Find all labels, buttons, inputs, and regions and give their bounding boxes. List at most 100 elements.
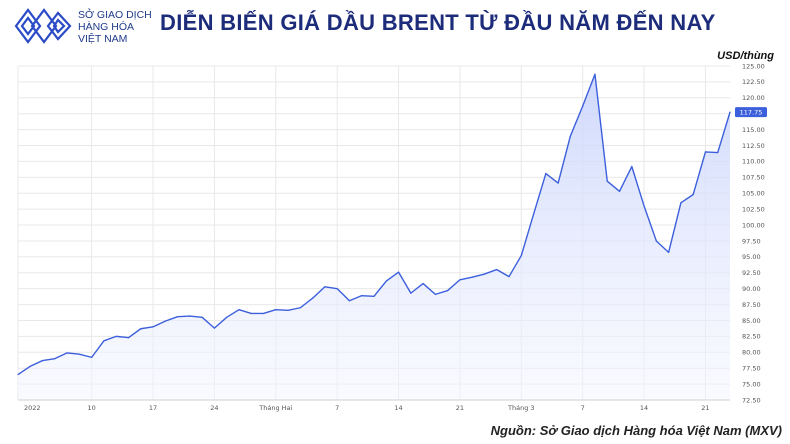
y-tick-label: 122.50 <box>742 78 765 86</box>
data-point <box>508 275 510 278</box>
data-point <box>324 286 326 288</box>
x-tick-label: 14 <box>640 404 648 412</box>
x-tick-label: Tháng Hai <box>258 404 292 412</box>
data-point <box>54 358 56 360</box>
data-point <box>17 373 19 376</box>
data-point <box>29 365 31 367</box>
data-point <box>496 268 498 271</box>
data-point <box>545 172 547 175</box>
y-tick-label: 107.50 <box>742 174 765 182</box>
x-tick-label: 17 <box>149 404 157 412</box>
data-point <box>78 353 80 355</box>
data-point <box>41 359 44 362</box>
data-point <box>226 316 228 318</box>
data-point <box>704 151 707 153</box>
data-point <box>213 327 216 329</box>
data-point <box>582 105 584 107</box>
data-point <box>483 273 486 275</box>
x-tick-label: 21 <box>456 404 464 412</box>
data-point <box>250 312 252 315</box>
y-tick-label: 72.50 <box>742 396 761 404</box>
y-tick-label: 85.00 <box>742 317 761 325</box>
data-point <box>471 276 473 278</box>
data-point <box>385 280 387 282</box>
data-point <box>91 356 93 358</box>
data-point <box>631 165 633 168</box>
data-point <box>201 316 203 318</box>
x-tick-label: 24 <box>210 404 218 412</box>
data-point <box>176 316 179 318</box>
data-point <box>287 309 289 311</box>
data-point <box>422 282 424 285</box>
data-point <box>520 254 522 257</box>
data-point <box>299 307 301 309</box>
data-point <box>397 271 400 273</box>
data-point <box>447 289 449 292</box>
data-point <box>66 352 68 354</box>
data-point <box>606 180 608 182</box>
data-point <box>103 340 105 342</box>
data-point <box>680 202 682 204</box>
x-tick-label: 7 <box>581 404 585 412</box>
x-tick-label: 10 <box>88 404 96 412</box>
data-point <box>336 288 338 290</box>
y-tick-label: 90.00 <box>742 285 761 293</box>
data-point <box>275 309 277 311</box>
data-point <box>618 190 621 192</box>
x-tick-label: 2022 <box>24 404 41 412</box>
data-point <box>189 315 191 317</box>
data-point <box>152 326 154 328</box>
y-tick-label: 75.00 <box>742 380 761 388</box>
y-tick-label: 125.00 <box>742 62 765 70</box>
y-tick-label: 92.50 <box>742 269 761 277</box>
y-tick-label: 97.50 <box>742 237 761 245</box>
y-tick-label: 115.00 <box>742 126 765 134</box>
y-tick-label: 95.00 <box>742 253 761 261</box>
data-point <box>312 297 314 299</box>
data-point <box>434 293 436 295</box>
data-point <box>348 300 351 302</box>
y-tick-label: 80.00 <box>742 349 761 357</box>
data-point <box>361 295 363 297</box>
y-tick-label: 77.50 <box>742 364 761 372</box>
data-point <box>459 279 461 281</box>
data-point <box>655 240 657 242</box>
data-point <box>115 335 117 337</box>
data-point <box>569 135 572 137</box>
y-tick-label: 87.50 <box>742 301 761 309</box>
x-tick-label: 21 <box>701 404 709 412</box>
x-tick-label: 14 <box>394 404 402 412</box>
data-point <box>643 205 645 207</box>
data-point <box>668 251 670 253</box>
area-fill <box>18 74 730 401</box>
data-point <box>557 182 559 184</box>
y-tick-label: 82.50 <box>742 333 761 341</box>
x-tick-label: Tháng 3 <box>507 404 535 412</box>
price-area <box>18 74 730 401</box>
data-point <box>594 73 596 75</box>
last-value-label: 117.75 <box>740 108 763 116</box>
data-point <box>532 213 535 215</box>
data-points <box>17 73 731 376</box>
data-point <box>410 292 412 294</box>
x-axis: 2022 10 17 24 Tháng Hai 7 14 21 Tháng 3 7 14 21 <box>18 399 730 412</box>
y-axis-unit-label: USD/thùng <box>717 50 774 62</box>
logo-text-line1: SỞ GIAO DỊCH <box>78 9 152 21</box>
logo: SỞ GIAO DỊCH HÀNG HÓA VIỆT NAM <box>14 6 224 48</box>
y-tick-label: 110.00 <box>742 158 765 166</box>
y-tick-label: 102.50 <box>742 205 765 213</box>
data-point <box>238 309 240 311</box>
data-point <box>717 151 719 154</box>
data-point <box>729 111 731 113</box>
last-value-badge <box>735 107 767 118</box>
data-point <box>692 193 694 196</box>
y-tick-label: 112.50 <box>742 142 765 150</box>
y-tick-label: 105.00 <box>742 190 765 198</box>
data-point <box>140 328 142 330</box>
source-note: Nguồn: Sở Giao dịch Hàng hóa Việt Nam (M… <box>490 423 782 438</box>
diamond-stripes-logo-icon <box>14 8 72 44</box>
logo-text-line2: HÀNG HÓA <box>78 21 135 33</box>
x-tick-label: 7 <box>335 404 339 412</box>
logo-text-line3: VIỆT NAM <box>78 33 128 45</box>
data-point <box>127 337 130 339</box>
